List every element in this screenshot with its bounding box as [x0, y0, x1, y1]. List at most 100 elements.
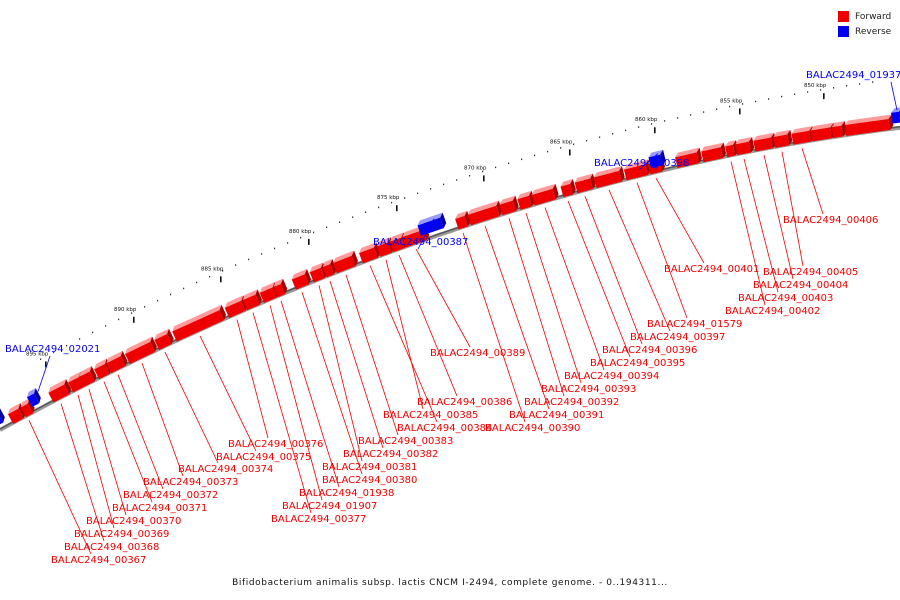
- ruler-tick-label: 885 kbp: [201, 266, 224, 272]
- forward-gene-block: [359, 242, 381, 264]
- forward-leader-line: [801, 148, 824, 215]
- forward-gene-block-side: [590, 173, 596, 190]
- forward-gene-block-face: [291, 274, 309, 290]
- forward-gene-block: [531, 183, 559, 206]
- ruler-tick: [220, 276, 222, 283]
- forward-gene-block-face: [333, 255, 356, 274]
- forward-gene-block-side: [330, 258, 337, 275]
- ruler-dot: [300, 236, 302, 239]
- forward-leader-line: [584, 196, 643, 345]
- forward-leader-line: [301, 291, 363, 475]
- ruler-tick-label: 890 kbp: [114, 307, 137, 313]
- forward-gene-label: BALAC2494_00382: [343, 449, 438, 460]
- ruler-dot: [53, 351, 55, 354]
- ruler-dot: [482, 170, 484, 173]
- forward-leader-line: [141, 362, 184, 477]
- forward-gene-block-top: [291, 269, 307, 280]
- forward-gene-block-top: [499, 195, 516, 205]
- genome-caption: Bifidobacterium animalis subsp. lactis C…: [232, 578, 668, 588]
- forward-gene-block: [322, 258, 337, 278]
- forward-gene-label: BALAC2494_00373: [143, 477, 238, 488]
- forward-gene-block: [7, 403, 26, 424]
- ruler-tick: [396, 205, 398, 212]
- ruler-dot: [404, 197, 406, 199]
- forward-gene-block: [735, 136, 755, 156]
- ruler-tick-label: 875 kbp: [377, 195, 400, 201]
- reverse-gene-block-side: [660, 149, 666, 166]
- ruler-dot: [235, 264, 237, 266]
- forward-gene-block-face: [791, 130, 812, 145]
- ruler-tick: [483, 175, 485, 182]
- ruler-dot: [378, 206, 380, 209]
- forward-gene-label: BALAC2494_00368: [64, 542, 159, 553]
- ruler-dot: [40, 358, 42, 360]
- ruler-tick: [823, 93, 825, 100]
- forward-gene-block-face: [224, 300, 246, 318]
- reverse-gene-block-side: [440, 212, 447, 229]
- forward-gene-label: BALAC2494_00403: [738, 293, 833, 304]
- forward-leader-line: [743, 158, 779, 293]
- forward-gene-block: [125, 336, 157, 364]
- ruler-dot: [625, 129, 627, 132]
- reverse-gene-label: BALAC2494_01937: [806, 70, 900, 81]
- forward-gene-block-top: [725, 140, 737, 147]
- forward-gene-block: [517, 190, 535, 210]
- forward-gene-label: BALAC2494_00397: [630, 332, 725, 343]
- forward-gene-block-side: [18, 403, 26, 419]
- ruler-dot: [157, 299, 159, 302]
- ruler-dot: [92, 331, 94, 334]
- forward-gene-label: BALAC2494_00371: [112, 503, 207, 514]
- forward-gene-block-side: [696, 147, 702, 164]
- forward-gene-block-top: [623, 159, 649, 170]
- ruler-dot: [677, 117, 679, 119]
- forward-leader-line: [269, 305, 323, 501]
- reverse-gene-block-top: [26, 388, 36, 398]
- forward-gene-block-face: [322, 264, 335, 278]
- ruler-dot: [846, 85, 848, 87]
- forward-leader-line: [655, 177, 705, 264]
- ruler-tick-label: 895 kbp: [26, 351, 49, 357]
- forward-gene-block-face: [125, 341, 156, 364]
- forward-gene-label: BALAC2494_00383: [358, 436, 453, 447]
- forward-gene-label: BALAC2494_00380: [322, 475, 417, 486]
- reverse-gene-block-face: [648, 154, 663, 169]
- reverse-gene-block-side: [0, 407, 5, 423]
- reverse-leader-line: [890, 81, 898, 111]
- forward-gene-block-side: [528, 190, 535, 207]
- ruler-dot: [768, 98, 770, 100]
- forward-gene-block-top: [224, 295, 244, 308]
- ruler-dot: [209, 275, 211, 278]
- forward-gene-block-face: [574, 178, 593, 194]
- forward-gene-label: BALAC2494_00406: [783, 215, 878, 226]
- reverse-gene-label: BALAC2494_02021: [5, 344, 100, 355]
- ruler-tick-label: 855 kbp: [720, 98, 743, 104]
- forward-gene-block-side: [351, 250, 358, 267]
- forward-leader-line: [345, 274, 399, 436]
- forward-gene-label: BALAC2494_00377: [271, 514, 366, 525]
- forward-gene-block: [273, 278, 288, 298]
- reverse-gene-block-top: [417, 212, 443, 226]
- forward-leader-line: [164, 351, 219, 464]
- forward-leader-line: [88, 389, 127, 516]
- forward-gene-block-top: [810, 122, 834, 131]
- ruler-dot: [651, 123, 653, 125]
- forward-gene-block-side: [496, 200, 503, 217]
- reverse-gene-block-top: [648, 149, 664, 158]
- forward-gene-label: BALAC2494_00394: [564, 371, 659, 382]
- forward-gene-block-face: [273, 283, 286, 298]
- forward-gene-block-face: [172, 310, 225, 342]
- forward-gene-label: BALAC2494_00396: [602, 345, 697, 356]
- forward-gene-label: BALAC2494_01579: [647, 319, 742, 330]
- forward-gene-block-side: [64, 379, 72, 395]
- forward-gene-block-face: [94, 363, 110, 380]
- forward-gene-block-face: [376, 242, 392, 257]
- ruler-tick: [654, 127, 656, 134]
- forward-gene-block: [333, 250, 358, 274]
- forward-gene-block-side: [570, 178, 576, 195]
- forward-gene-block-top: [844, 114, 892, 126]
- forward-gene-block-top: [259, 282, 275, 293]
- reverse-leader-line: [37, 355, 51, 392]
- forward-gene-label: BALAC2494_00386: [417, 397, 512, 408]
- forward-gene-block-face: [68, 377, 84, 393]
